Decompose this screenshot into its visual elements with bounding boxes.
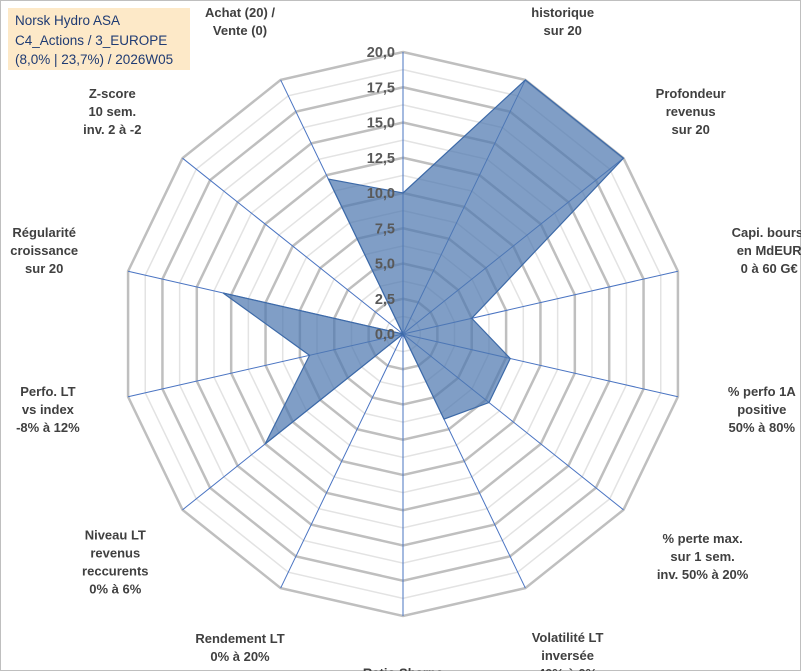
axis-label-line: -8% à 12%: [16, 420, 80, 435]
axis-label-line: % perfo 1A: [728, 384, 797, 399]
axis-label-line: en MdEUR: [737, 243, 801, 258]
tick-label: 0,0: [375, 327, 395, 343]
axis-label-line: Momentum: [205, 0, 274, 2]
axis-label-line: % perte max.: [662, 531, 742, 546]
axis-label: Capi. bours. en MdEUR 0 à 60 G€: [732, 225, 801, 276]
axis-label-line: Z-score: [89, 86, 136, 101]
axis-label-line: inv. 50% à 20%: [657, 567, 749, 582]
tick-label: 7,5: [375, 221, 395, 237]
axis-label-line: Profondeur: [656, 86, 726, 101]
chart-title-category: C4_Actions / 3_EUROPE: [15, 32, 168, 48]
axis-spoke: [280, 333, 404, 589]
axis-label-line: Capi. bours.: [732, 225, 801, 240]
tick-label: 20,0: [367, 45, 395, 61]
axis-label-line: revenus: [90, 546, 140, 561]
axis-label-line: Ratio Sharpe: [363, 666, 443, 671]
axis-label-line: historique: [531, 5, 594, 20]
axis-label-line: sur 20: [672, 122, 710, 137]
axis-label-line: croissance: [10, 243, 78, 258]
axis-label-line: sur 20: [544, 23, 582, 38]
axis-label: Volatilité LT inversée 40% à 0%: [532, 630, 604, 671]
axis-label: NoteESG sur 20: [368, 0, 437, 3]
axis-label-line: 0 à 60 G€: [741, 261, 798, 276]
axis-label-line: Régularité: [12, 225, 76, 240]
axis-label-line: Profondeur: [528, 0, 598, 2]
axis-label: % perte max. sur 1 sem. inv. 50% à 20%: [657, 531, 749, 582]
axis-label-line: positive: [737, 402, 786, 417]
tick-label: 15,0: [367, 116, 395, 132]
chart-title-company: Norsk Hydro ASA: [15, 13, 121, 28]
tick-label: 5,0: [375, 257, 395, 273]
series-area: [222, 79, 625, 445]
chart-title-stats: (8,0% | 23,7%) / 2026W05: [15, 52, 174, 67]
axis-label-line: 10 sem.: [88, 104, 136, 119]
axis-label-line: sur 1 sem.: [670, 549, 734, 564]
axis-label-line: Vente (0): [213, 23, 267, 38]
axis-label-line: Perfo. LT: [20, 384, 75, 399]
axis-label-line: sur 20: [25, 261, 63, 276]
axis-label-line: 0% à 6%: [89, 582, 141, 597]
axis-label: Profondeur revenus sur 20: [656, 86, 726, 137]
axis-label-line: Niveau LT: [85, 528, 146, 543]
axis-label: % perfo 1A positive 50% à 80%: [728, 384, 797, 435]
axis-label-line: ESG sur 20: [368, 0, 437, 3]
tick-label: 2,5: [375, 292, 395, 308]
tick-label: 17,5: [367, 80, 395, 96]
axis-label-line: inversée: [541, 648, 594, 663]
axis-label-line: revenus: [666, 104, 716, 119]
axis-label-line: vs index: [22, 402, 75, 417]
axis-label: Profondeur historique sur 20: [528, 0, 598, 38]
axis-label-line: 50% à 80%: [729, 420, 796, 435]
axis-label: Perfo. LT vs index -8% à 12%: [16, 384, 80, 435]
axis-label: Rendement LT 0% à 20%: [195, 631, 284, 664]
chart-title-box: Norsk Hydro ASA C4_Actions / 3_EUROPE (8…: [8, 8, 190, 70]
axis-label-line: 0% à 20%: [210, 649, 270, 664]
axis-label-line: Achat (20) /: [205, 5, 275, 20]
axis-label-line: inv. 2 à -2: [83, 122, 141, 137]
axis-spoke: [182, 157, 404, 335]
axis-label-line: reccurents: [82, 564, 148, 579]
tick-label: 10,0: [367, 186, 395, 202]
axis-label-line: Volatilité LT: [532, 630, 604, 645]
axis-label: Ratio Sharpe0 à 1: [363, 666, 443, 671]
axis-label: Z-score 10 sem. inv. 2 à -2: [83, 86, 141, 137]
axis-label: Régularité croissance sur 20: [10, 225, 78, 276]
axis-label-line: Rendement LT: [195, 631, 284, 646]
axis-label: Niveau LT revenus reccurents 0% à 6%: [82, 528, 148, 597]
axis-label-line: 40% à 0%: [538, 666, 598, 671]
axis-label: Momentum Achat (20) / Vente (0): [205, 0, 275, 38]
tick-label: 12,5: [367, 151, 395, 167]
